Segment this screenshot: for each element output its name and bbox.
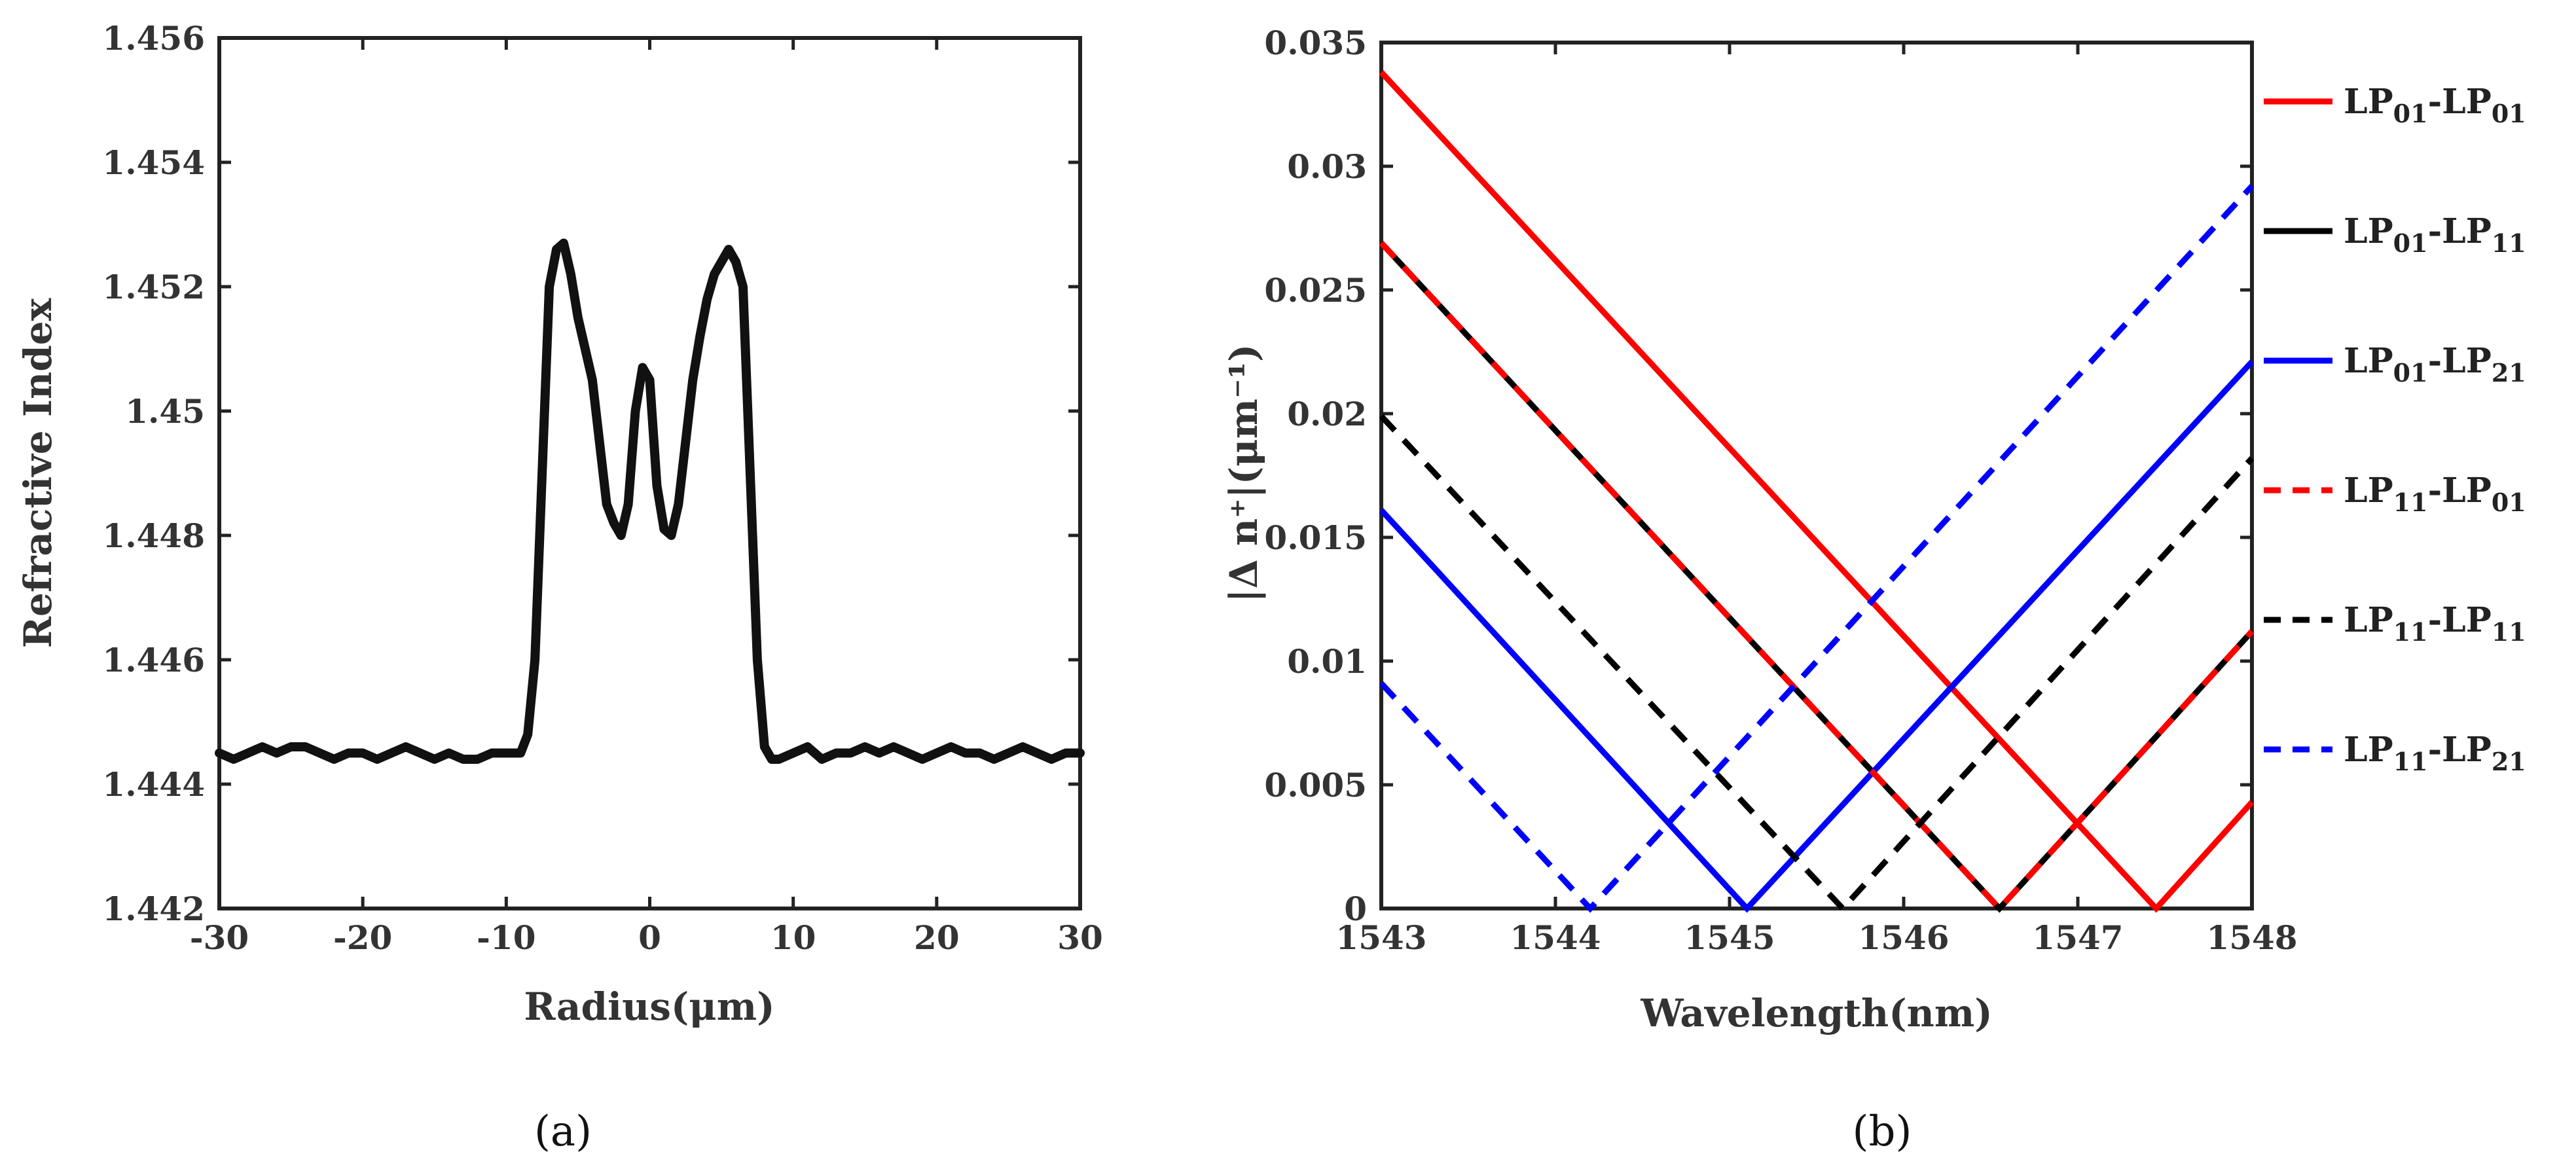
series-line-lp01-lp21-solid (1379, 359, 2255, 913)
panel-a-xtick-label: -30 (190, 918, 249, 957)
panel-b-series (1379, 70, 2255, 913)
plot-b-frame (1379, 41, 2254, 910)
series-line-lp11-lp21-dashed (1379, 184, 2255, 913)
legend-label-lp11-lp01-dashed: LP11-LP01 (2344, 471, 2526, 517)
panel-a-xtick-label: 0 (638, 918, 661, 957)
panel-a-xtick-label: 30 (1057, 918, 1103, 957)
panel-a-ytick-label: 1.454 (102, 143, 205, 182)
series-line-lp01-lp11-solid (1379, 241, 2255, 913)
panel-b-xlabel: Wavelength(nm) (1640, 991, 1992, 1035)
series-line-lp11-lp11-dashed (1379, 414, 2255, 913)
panel-b-xtick-label: 1548 (2206, 918, 2297, 957)
series-line-lp01-lp01-solid (1379, 70, 2255, 913)
panel-a-ytick-label: 1.452 (102, 268, 205, 306)
panel-a-xtick-label: -20 (333, 918, 392, 957)
panel-b-ylabel: |Δ n⁺|(μm⁻¹) (1222, 344, 1266, 603)
refractive-index-profile-line (215, 238, 1085, 764)
panel-b-ytick-label: 0.005 (1264, 766, 1367, 804)
panel-a-caption: (a) (534, 1107, 592, 1156)
panel-b-xtick-label: 1545 (1684, 918, 1775, 957)
panel-b-ytick-label: 0.025 (1264, 271, 1367, 310)
panel-a-ticks: -30 -20 -10 0 10 20 30 1.442 1.444 1.446 1.448 1.45… (102, 19, 1102, 957)
panel-a: -30 -20 -10 0 10 20 30 1.442 1.444 1.446 1.448 1.45… (16, 19, 1103, 1156)
panel-b-ytick-label: 0.015 (1264, 518, 1367, 557)
legend-label-lp01-lp01-solid: LP01-LP01 (2344, 82, 2526, 128)
panel-a-ytick-label: 1.448 (102, 516, 205, 555)
panel-b-ytick-label: 0.01 (1287, 642, 1367, 681)
panel-a-ytick-label: 1.456 (102, 19, 205, 58)
panel-a-xtick-label: 20 (914, 918, 960, 957)
panel-b-ytick-label: 0 (1344, 890, 1367, 928)
panel-a-ytick-label: 1.444 (102, 765, 205, 804)
panel-b-xtick-label: 1547 (2032, 918, 2123, 957)
panel-b-ticks: 1543 1544 1545 1546 1547 1548 0 0.005 0.01 0.015 0… (1264, 24, 2297, 957)
panel-a-xtick-label: 10 (771, 918, 816, 957)
legend-label-lp11-lp21-dashed: LP11-LP21 (2344, 730, 2526, 776)
panel-a-xtick-label: -10 (477, 918, 535, 957)
series-line-lp11-lp01-dashed (1379, 241, 2255, 913)
panel-b: 1543 1544 1545 1546 1547 1548 0 0.005 0.01 0.015 0… (1222, 24, 2526, 1156)
panel-b-ytick-label: 0.035 (1264, 24, 1367, 62)
legend-label-lp01-lp11-solid: LP01-LP11 (2344, 211, 2526, 258)
panel-a-ytick-label: 1.442 (102, 890, 205, 928)
legend-label-lp11-lp11-dashed: LP11-LP11 (2344, 600, 2526, 647)
legend-label-lp01-lp21-solid: LP01-LP21 (2344, 341, 2526, 387)
plot-a-frame (217, 36, 1082, 910)
panel-a-ytick-label: 1.45 (125, 392, 205, 431)
panel-b-legend: LP01-LP01 LP01-LP11 LP01-LP21 LP11-LP01 LP11… (2264, 82, 2526, 776)
panel-b-caption: (b) (1853, 1107, 1912, 1156)
panel-b-xtick-label: 1544 (1510, 918, 1601, 957)
panel-a-ytick-label: 1.446 (102, 641, 205, 679)
panel-b-xtick-label: 1546 (1858, 918, 1949, 957)
panel-b-ytick-label: 0.02 (1287, 395, 1367, 433)
panel-a-xlabel: Radius(μm) (524, 984, 774, 1029)
panel-b-ytick-label: 0.03 (1287, 147, 1367, 186)
panel-a-ylabel: Refractive Index (16, 298, 60, 648)
panel-b-xtick-label: 1543 (1335, 918, 1426, 957)
